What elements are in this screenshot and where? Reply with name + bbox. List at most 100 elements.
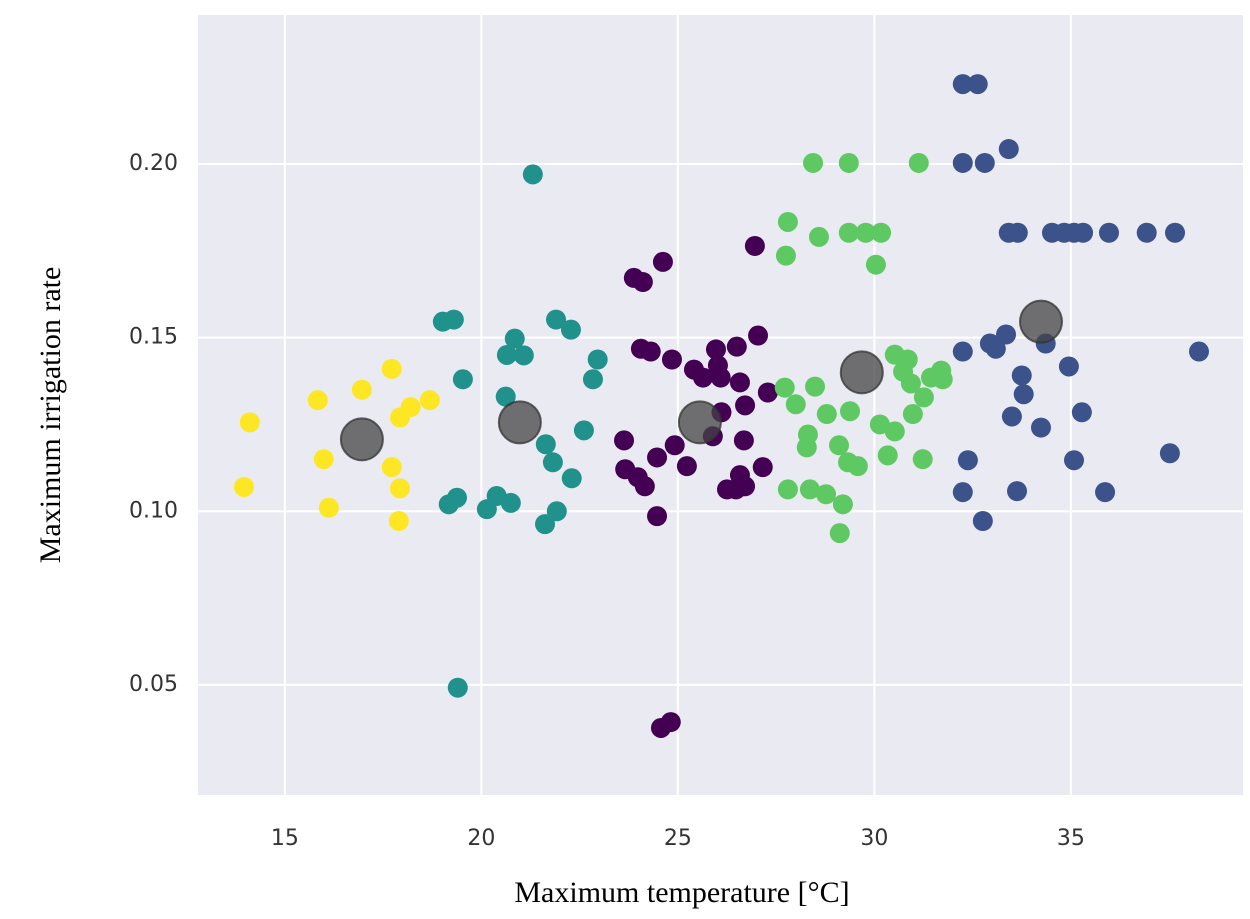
- scatter-point: [838, 222, 859, 243]
- scatter-point: [239, 412, 260, 433]
- scatter-point: [1071, 402, 1092, 423]
- scatter-point: [582, 369, 603, 390]
- series: [432, 164, 608, 698]
- scatter-point: [912, 449, 933, 470]
- scatter-point: [381, 457, 402, 478]
- scatter-point: [710, 367, 731, 388]
- scatter-point: [729, 372, 750, 393]
- scatter-point: [838, 152, 859, 173]
- scatter-point: [805, 376, 826, 397]
- x-tick-label: 25: [664, 826, 692, 851]
- scatter-point: [443, 309, 464, 330]
- scatter-point: [775, 245, 796, 266]
- centroid-point: [339, 417, 384, 462]
- scatter-point: [452, 369, 473, 390]
- y-axis-title: Maximum irrigation rate: [34, 267, 67, 564]
- scatter-point: [744, 235, 765, 256]
- scatter-point: [869, 414, 890, 435]
- scatter-point: [952, 482, 973, 503]
- scatter-point: [799, 479, 820, 500]
- scatter-point: [307, 390, 328, 411]
- scatter-point: [972, 510, 993, 531]
- scatter-point: [661, 349, 682, 370]
- scatter-point: [1064, 450, 1085, 471]
- scatter-point: [614, 430, 635, 451]
- scatter-point: [500, 492, 521, 513]
- scatter-point: [1013, 384, 1034, 405]
- scatter-point: [560, 319, 581, 340]
- scatter-point: [1030, 417, 1051, 438]
- scatter-point: [561, 468, 582, 489]
- scatter-point: [952, 74, 973, 95]
- scatter-point: [664, 435, 685, 456]
- scatter-point: [1188, 341, 1209, 362]
- scatter-point: [705, 339, 726, 360]
- scatter-point: [884, 421, 905, 442]
- scatter-point: [504, 328, 525, 349]
- scatter-point: [733, 430, 754, 451]
- scatter-point: [829, 523, 850, 544]
- scatter-point: [839, 401, 860, 422]
- scatter-point: [828, 435, 849, 456]
- scatter-point: [777, 211, 798, 232]
- scatter-point: [313, 449, 334, 470]
- scatter-point: [351, 379, 372, 400]
- scatter-point: [757, 382, 778, 403]
- x-tick-label: 30: [860, 826, 888, 851]
- scatter-point: [390, 478, 411, 499]
- scatter-point: [748, 325, 769, 346]
- scatter-point: [446, 487, 467, 508]
- scatter-point: [729, 465, 750, 486]
- scatter-point: [967, 74, 988, 95]
- scatter-point: [777, 479, 798, 500]
- scatter-point: [318, 497, 339, 518]
- scatter-point: [726, 336, 747, 357]
- scatter-point: [1098, 222, 1119, 243]
- y-tick-label: 0.15: [129, 325, 178, 350]
- centroid-point: [677, 400, 722, 445]
- x-tick-label: 15: [271, 826, 299, 851]
- scatter-point: [985, 338, 1006, 359]
- scatter-point: [808, 226, 829, 247]
- scatter-point: [865, 254, 886, 275]
- centroid-point: [839, 350, 884, 395]
- scatter-point: [952, 152, 973, 173]
- scatter-point: [693, 367, 714, 388]
- scatter-point: [640, 341, 661, 362]
- scatter-point: [587, 349, 608, 370]
- scatter-point: [957, 450, 978, 471]
- x-axis-title: Maximum temperature [°C]: [514, 876, 849, 909]
- scatter-point: [796, 437, 817, 458]
- scatter-point: [1159, 443, 1180, 464]
- x-tick-label: 35: [1057, 826, 1085, 851]
- scatter-point: [803, 152, 824, 173]
- scatter-point: [1007, 222, 1028, 243]
- scatter-point: [774, 377, 795, 398]
- scatter-point: [522, 164, 543, 185]
- scatter-point: [447, 677, 468, 698]
- scatter-point: [573, 420, 594, 441]
- scatter-point: [676, 456, 697, 477]
- scatter-point: [902, 404, 923, 425]
- series: [614, 235, 778, 738]
- scatter-point: [847, 456, 868, 477]
- scatter-point: [542, 452, 563, 473]
- scatter-point: [652, 251, 673, 272]
- scatter-point: [419, 390, 440, 411]
- scatter-point: [913, 387, 934, 408]
- scatter-point: [388, 510, 409, 531]
- scatter-point: [871, 222, 892, 243]
- scatter-point: [932, 369, 953, 390]
- scatter-point: [996, 324, 1017, 345]
- scatter-point: [535, 434, 556, 455]
- y-tick-label: 0.05: [129, 672, 178, 697]
- centroid-point: [497, 400, 542, 445]
- centroid-point: [1018, 299, 1063, 344]
- scatter-point: [816, 484, 837, 505]
- y-tick-label: 0.20: [129, 151, 178, 176]
- scatter-point: [908, 152, 929, 173]
- scatter-point: [660, 712, 681, 733]
- x-tick-label: 20: [467, 826, 495, 851]
- scatter-point: [496, 344, 517, 365]
